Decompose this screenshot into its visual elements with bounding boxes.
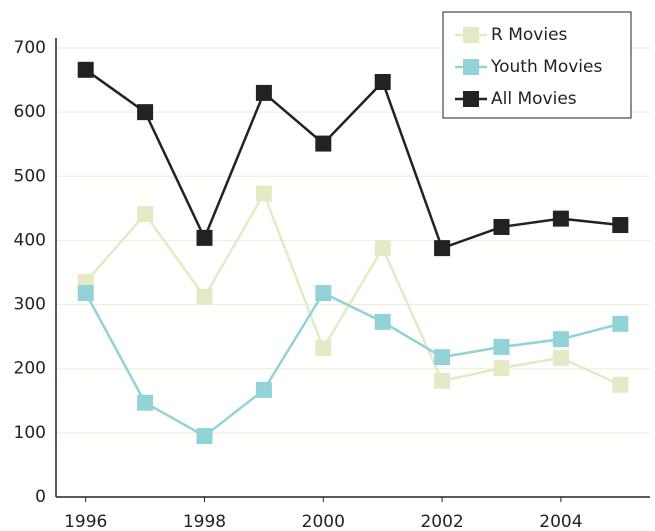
point: [434, 240, 451, 257]
x-tick-label: 2002: [420, 512, 463, 531]
y-tick-label: 500: [14, 166, 46, 186]
point: [315, 285, 332, 302]
x-tick-label: 1996: [64, 512, 107, 531]
point: [137, 206, 154, 223]
series-line: [84, 291, 621, 438]
y-tick-label: 200: [14, 359, 46, 379]
point: [493, 338, 510, 355]
point: [374, 73, 391, 90]
point: [612, 217, 629, 234]
legend-marker: [463, 91, 479, 107]
y-tick-label: 600: [14, 102, 46, 122]
x-tick-label: 1998: [183, 512, 226, 531]
legend-marker: [463, 27, 479, 43]
y-tick-label: 100: [14, 423, 46, 443]
legend-label: R Movies: [491, 25, 568, 45]
legend-label: All Movies: [491, 89, 577, 109]
point: [493, 360, 510, 377]
point: [552, 210, 569, 227]
x-tick-label: 2000: [302, 512, 345, 531]
y-tick-label: 0: [35, 487, 46, 507]
point: [255, 381, 272, 398]
series-line: [84, 68, 621, 250]
point: [255, 185, 272, 202]
point: [196, 288, 213, 305]
series-line: [84, 190, 621, 386]
point: [552, 331, 569, 348]
point: [612, 315, 629, 332]
x-tick-label: 2004: [539, 512, 582, 531]
point: [434, 372, 451, 389]
point: [255, 84, 272, 101]
point: [315, 340, 332, 357]
y-tick-label: 400: [14, 230, 46, 250]
legend-marker: [463, 59, 479, 75]
y-tick-label: 700: [14, 38, 46, 58]
point: [552, 349, 569, 366]
point: [137, 104, 154, 121]
point: [493, 218, 510, 235]
point: [434, 349, 451, 366]
point: [612, 376, 629, 393]
point: [374, 313, 391, 330]
point: [315, 135, 332, 152]
legend-label: Youth Movies: [490, 57, 602, 77]
point: [196, 428, 213, 445]
point: [137, 394, 154, 411]
point: [374, 240, 391, 257]
point: [77, 285, 94, 302]
point: [77, 61, 94, 78]
point: [196, 229, 213, 246]
y-tick-label: 300: [14, 295, 46, 315]
